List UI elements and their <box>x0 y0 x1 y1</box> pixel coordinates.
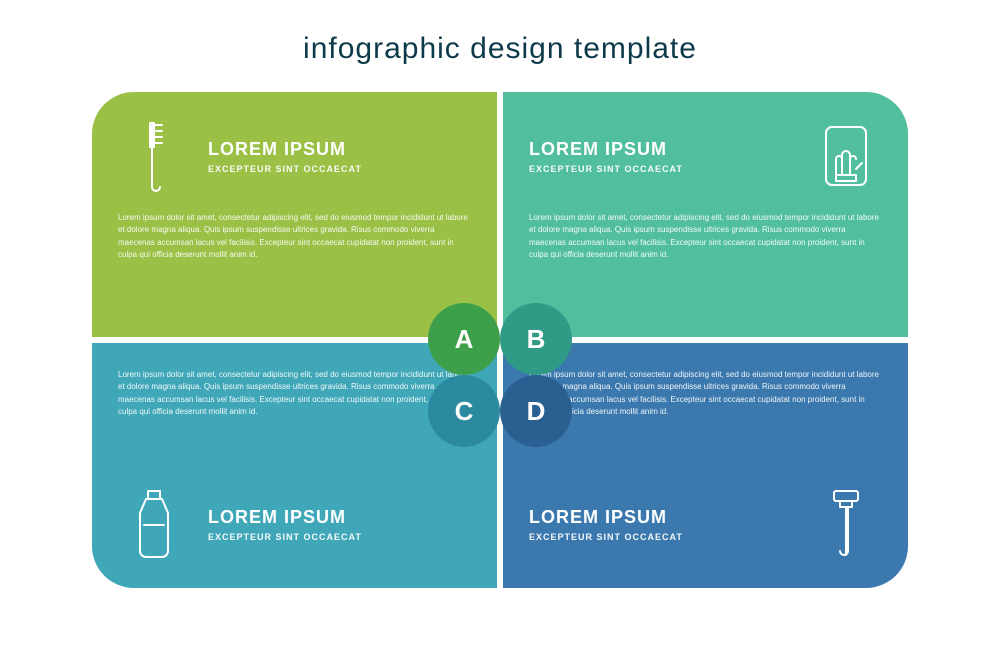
card-a-body: Lorem ipsum dolor sit amet, consectetur … <box>118 212 471 262</box>
card-b: LOREM IPSUM EXCEPTEUR SINT OCCAECAT Lore… <box>503 92 908 337</box>
razor-icon <box>810 485 882 563</box>
card-b-subheading: EXCEPTEUR SINT OCCAECAT <box>529 164 792 174</box>
card-d-heading: LOREM IPSUM <box>529 507 792 528</box>
badge-c: C <box>428 375 500 447</box>
card-a-header: LOREM IPSUM EXCEPTEUR SINT OCCAECAT <box>118 114 471 198</box>
card-d-body: Lorem ipsum dolor sit amet, consectetur … <box>529 369 882 419</box>
card-b-body: Lorem ipsum dolor sit amet, consectetur … <box>529 212 882 262</box>
card-a: LOREM IPSUM EXCEPTEUR SINT OCCAECAT Lore… <box>92 92 497 337</box>
card-d-footer: LOREM IPSUM EXCEPTEUR SINT OCCAECAT <box>529 482 882 566</box>
glove-icon <box>810 121 882 191</box>
card-c-heading: LOREM IPSUM <box>208 507 471 528</box>
page-title: infographic design template <box>0 32 1000 66</box>
card-b-heading: LOREM IPSUM <box>529 139 792 160</box>
card-c-headings: LOREM IPSUM EXCEPTEUR SINT OCCAECAT <box>208 507 471 542</box>
card-d-subheading: EXCEPTEUR SINT OCCAECAT <box>529 532 792 542</box>
card-a-heading: LOREM IPSUM <box>208 139 471 160</box>
bottle-icon <box>118 485 190 563</box>
card-c-subheading: EXCEPTEUR SINT OCCAECAT <box>208 532 471 542</box>
card-c-footer: LOREM IPSUM EXCEPTEUR SINT OCCAECAT <box>118 482 471 566</box>
card-a-headings: LOREM IPSUM EXCEPTEUR SINT OCCAECAT <box>208 139 471 174</box>
badge-d: D <box>500 375 572 447</box>
card-c: Lorem ipsum dolor sit amet, consectetur … <box>92 343 497 588</box>
card-c-body: Lorem ipsum dolor sit amet, consectetur … <box>118 369 471 419</box>
badge-b: B <box>500 303 572 375</box>
card-d-headings: LOREM IPSUM EXCEPTEUR SINT OCCAECAT <box>529 507 792 542</box>
badge-a: A <box>428 303 500 375</box>
card-a-subheading: EXCEPTEUR SINT OCCAECAT <box>208 164 471 174</box>
toothbrush-icon <box>118 117 190 195</box>
card-b-headings: LOREM IPSUM EXCEPTEUR SINT OCCAECAT <box>529 139 792 174</box>
card-d: Lorem ipsum dolor sit amet, consectetur … <box>503 343 908 588</box>
card-b-header: LOREM IPSUM EXCEPTEUR SINT OCCAECAT <box>529 114 882 198</box>
